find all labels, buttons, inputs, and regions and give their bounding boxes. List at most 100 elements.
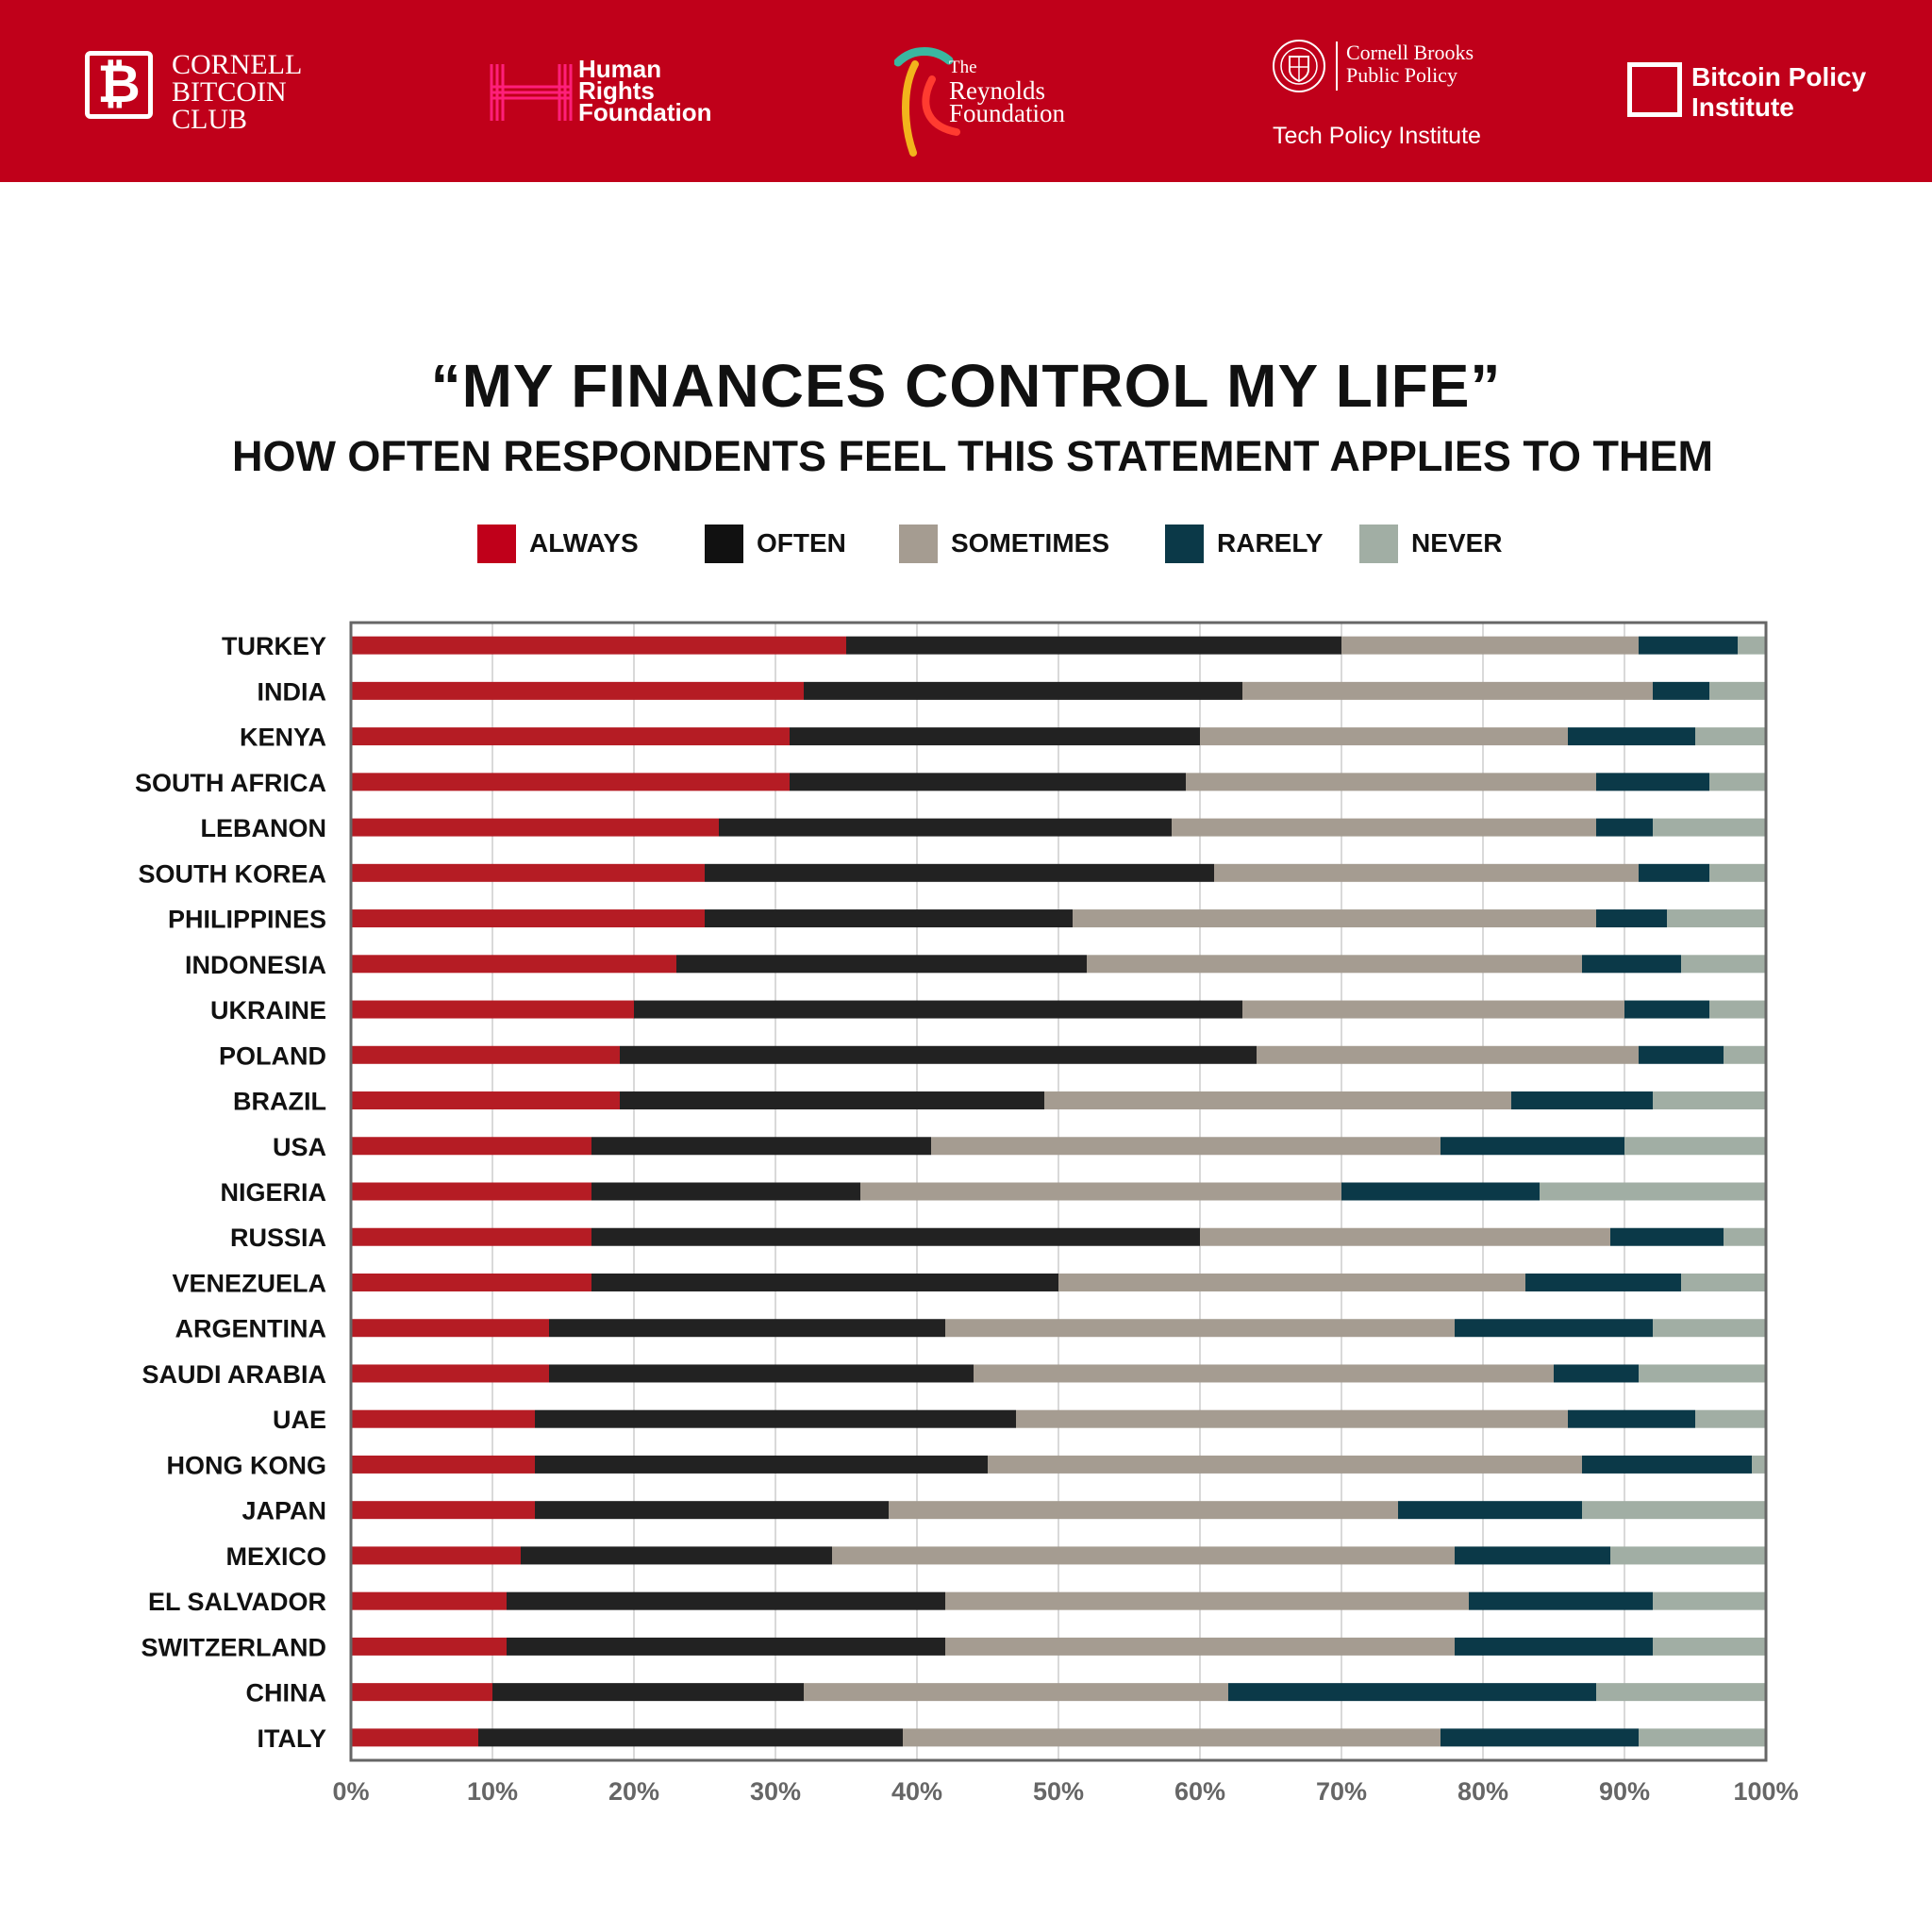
category-label: KENYA: [240, 724, 326, 752]
bar-switzerland-never: [1653, 1637, 1766, 1656]
bar-philippines-rarely: [1596, 909, 1667, 928]
bar-south-africa-always: [351, 773, 790, 791]
bpi-square-icon: [1627, 62, 1682, 117]
bar-el-salvador-never: [1653, 1591, 1766, 1610]
plot-frame: [349, 621, 1768, 1762]
bar-lebanon-never: [1653, 818, 1766, 837]
bar-venezuela-sometimes: [1058, 1273, 1525, 1291]
bar-south-africa-sometimes: [1186, 773, 1596, 791]
bar-el-salvador-sometimes: [945, 1591, 1469, 1610]
bar-nigeria-rarely: [1341, 1182, 1540, 1201]
bar-kenya-always: [351, 727, 790, 746]
bar-hong-kong-rarely: [1582, 1455, 1752, 1474]
category-label: PHILIPPINES: [168, 906, 326, 934]
bar-south-africa-never: [1709, 773, 1766, 791]
bar-usa-rarely: [1441, 1137, 1624, 1156]
bar-ukraine-rarely: [1624, 1000, 1709, 1019]
bar-usa-often: [591, 1137, 931, 1156]
category-label: NIGERIA: [220, 1178, 326, 1207]
x-tick-label: 70%: [1316, 1777, 1367, 1806]
bar-brazil-always: [351, 1091, 620, 1110]
bar-saudi-arabia-often: [549, 1364, 974, 1383]
bar-nigeria-never: [1540, 1182, 1766, 1201]
bar-usa-sometimes: [931, 1137, 1441, 1156]
bar-south-korea-never: [1709, 863, 1766, 882]
chart-title: “MY FINANCES CONTROL MY LIFE”: [430, 352, 1502, 420]
legend-label-always: ALWAYS: [529, 528, 639, 558]
category-label: MEXICO: [225, 1542, 326, 1571]
bar-ukraine-often: [634, 1000, 1242, 1019]
category-label: SAUDI ARABIA: [142, 1360, 327, 1389]
hrf-line2: Rights: [578, 76, 655, 105]
bar-turkey-always: [351, 636, 846, 655]
bar-uae-rarely: [1568, 1409, 1695, 1428]
legend-swatch-rarely: [1165, 525, 1204, 563]
bar-china-always: [351, 1683, 492, 1702]
bar-uae-never: [1695, 1409, 1766, 1428]
x-tick-label: 40%: [891, 1777, 942, 1806]
category-label: SWITZERLAND: [142, 1633, 326, 1661]
bar-south-africa-often: [790, 773, 1186, 791]
bar-japan-never: [1582, 1501, 1766, 1520]
bar-lebanon-rarely: [1596, 818, 1653, 837]
bar-ukraine-sometimes: [1242, 1000, 1624, 1019]
bar-ukraine-always: [351, 1000, 634, 1019]
legend-swatch-sometimes: [899, 525, 938, 563]
bar-turkey-sometimes: [1341, 636, 1639, 655]
bar-turkey-never: [1738, 636, 1766, 655]
bar-poland-rarely: [1639, 1045, 1724, 1064]
reynolds-line3: Foundation: [949, 99, 1066, 127]
hrf-h-icon: [490, 64, 573, 121]
legend-label-rarely: RARELY: [1217, 528, 1324, 558]
x-tick-label: 60%: [1174, 1777, 1225, 1806]
bar-south-korea-sometimes: [1214, 863, 1639, 882]
category-label: SOUTH AFRICA: [135, 769, 326, 797]
bar-india-always: [351, 681, 804, 700]
cornell-seal-icon: [1273, 40, 1325, 92]
bar-argentina-often: [549, 1319, 945, 1338]
reynolds-ribbon-icon: [894, 47, 960, 157]
bar-italy-rarely: [1441, 1728, 1639, 1747]
category-label: UKRAINE: [210, 996, 326, 1024]
bar-uae-sometimes: [1016, 1409, 1568, 1428]
bar-china-never: [1596, 1683, 1766, 1702]
bpi-line2: Institute: [1691, 92, 1794, 122]
cbc-line2: BITCOIN: [172, 76, 287, 108]
bar-mexico-often: [521, 1546, 832, 1565]
x-tick-label: 80%: [1457, 1777, 1508, 1806]
category-label: ITALY: [257, 1724, 326, 1753]
category-label: ARGENTINA: [175, 1315, 327, 1343]
bar-japan-rarely: [1398, 1501, 1582, 1520]
legend-swatch-never: [1359, 525, 1398, 563]
bar-usa-always: [351, 1137, 591, 1156]
bpi-line1: Bitcoin Policy: [1691, 62, 1867, 92]
bar-switzerland-rarely: [1455, 1637, 1653, 1656]
bar-mexico-rarely: [1455, 1546, 1610, 1565]
bar-india-sometimes: [1242, 681, 1653, 700]
bar-china-often: [492, 1683, 804, 1702]
chart-subtitle: HOW OFTEN RESPONDENTS FEEL THIS STATEMEN…: [231, 432, 1714, 480]
bar-argentina-rarely: [1455, 1319, 1653, 1338]
bar-south-korea-often: [705, 863, 1214, 882]
bar-russia-never: [1724, 1227, 1766, 1246]
bar-russia-sometimes: [1200, 1227, 1610, 1246]
bar-lebanon-often: [719, 818, 1172, 837]
bar-indonesia-rarely: [1582, 955, 1681, 974]
legend-label-sometimes: SOMETIMES: [951, 528, 1110, 558]
tech-policy-institute-label: Tech Policy Institute: [1273, 123, 1481, 149]
x-tick-label: 0%: [332, 1777, 369, 1806]
bar-south-korea-always: [351, 863, 705, 882]
bar-el-salvador-always: [351, 1591, 507, 1610]
bar-hong-kong-sometimes: [988, 1455, 1582, 1474]
bar-italy-often: [478, 1728, 903, 1747]
bar-india-rarely: [1653, 681, 1709, 700]
bar-brazil-rarely: [1511, 1091, 1653, 1110]
bar-italy-never: [1639, 1728, 1766, 1747]
bar-saudi-arabia-sometimes: [974, 1364, 1554, 1383]
legend-swatch-often: [705, 525, 743, 563]
category-label: INDIA: [258, 677, 327, 706]
category-label: USA: [273, 1133, 326, 1161]
bar-argentina-always: [351, 1319, 549, 1338]
bar-philippines-always: [351, 909, 705, 928]
category-label: HONG KONG: [166, 1451, 326, 1479]
